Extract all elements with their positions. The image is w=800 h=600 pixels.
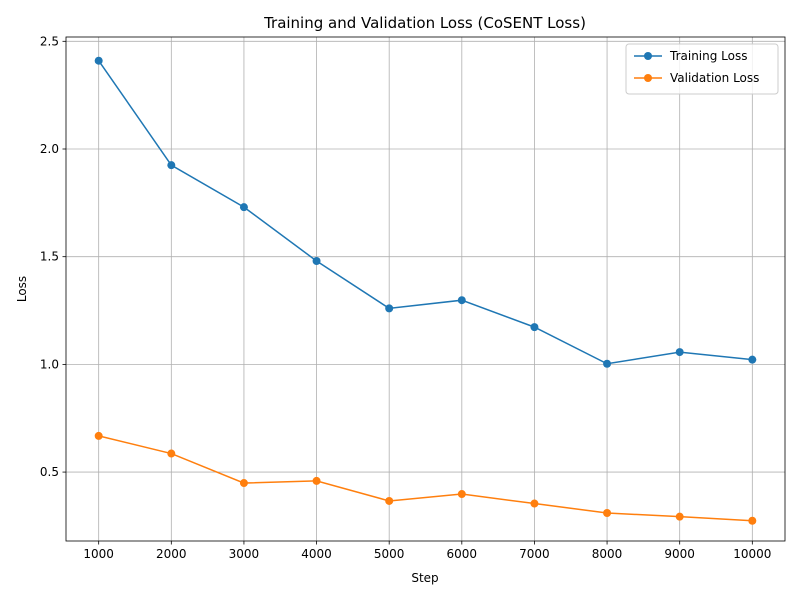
training-loss-point — [239, 203, 248, 212]
axes — [62, 40, 753, 545]
validation-loss-legend-label: Validation Loss — [670, 71, 759, 85]
tick-labels: 1000 2000 3000 4000 5000 6000 7000 8000 9000 1000… — [40, 34, 772, 561]
validation-loss-line — [98, 435, 753, 522]
x-tick-label: 9000 — [664, 547, 695, 561]
x-tick-label: 8000 — [592, 547, 623, 561]
training-loss-line — [98, 60, 753, 365]
x-tick-label: 4000 — [301, 547, 332, 561]
training-loss-legend-label: Training Loss — [669, 49, 747, 63]
training-loss-point — [457, 296, 466, 305]
validation-loss-point — [603, 509, 612, 517]
validation-loss-legend-marker — [644, 74, 652, 82]
x-tick-label: 5000 — [374, 547, 405, 561]
validation-loss-series — [94, 431, 757, 525]
validation-loss-point — [239, 479, 248, 488]
series-layer — [94, 56, 757, 525]
validation-loss-point — [530, 499, 539, 508]
training-loss-point — [748, 355, 757, 364]
validation-loss-point — [385, 496, 394, 505]
training-loss-series — [94, 56, 757, 368]
y-tick-label: 2.5 — [40, 34, 59, 48]
training-loss-point — [530, 323, 539, 332]
x-tick-label: 10000 — [733, 547, 771, 561]
validation-loss-point — [167, 449, 176, 458]
validation-loss-point — [748, 516, 757, 525]
validation-loss-point — [312, 476, 321, 485]
validation-loss-point — [457, 490, 466, 499]
y-tick-label: 0.5 — [40, 465, 59, 479]
x-tick-label: 2000 — [156, 547, 187, 561]
training-loss-point — [167, 161, 176, 170]
chart-title: Training and Validation Loss (CoSENT Los… — [263, 14, 586, 32]
validation-loss-point — [675, 512, 684, 521]
training-loss-point — [94, 56, 103, 65]
training-loss-point — [603, 359, 612, 368]
legend-box — [625, 43, 779, 95]
training-loss-point — [385, 304, 394, 313]
y-tick-label: 2.0 — [40, 142, 59, 156]
x-tick-label: 6000 — [447, 547, 478, 561]
x-tick-label: 1000 — [83, 547, 114, 561]
validation-loss-point — [94, 431, 103, 440]
legend: Training Loss Validation Loss — [625, 43, 779, 95]
y-tick-label: 1.0 — [40, 357, 59, 371]
x-axis-label: Step — [411, 571, 438, 585]
training-loss-point — [675, 348, 684, 357]
training-loss-point — [312, 257, 321, 265]
plot-frame — [65, 36, 786, 542]
y-axis-label: Loss — [15, 276, 29, 302]
grid-lines — [66, 37, 785, 541]
y-tick-label: 1.5 — [40, 250, 59, 264]
training-loss-legend-marker — [644, 52, 652, 60]
x-tick-label: 7000 — [519, 547, 550, 561]
x-tick-label: 3000 — [229, 547, 260, 561]
